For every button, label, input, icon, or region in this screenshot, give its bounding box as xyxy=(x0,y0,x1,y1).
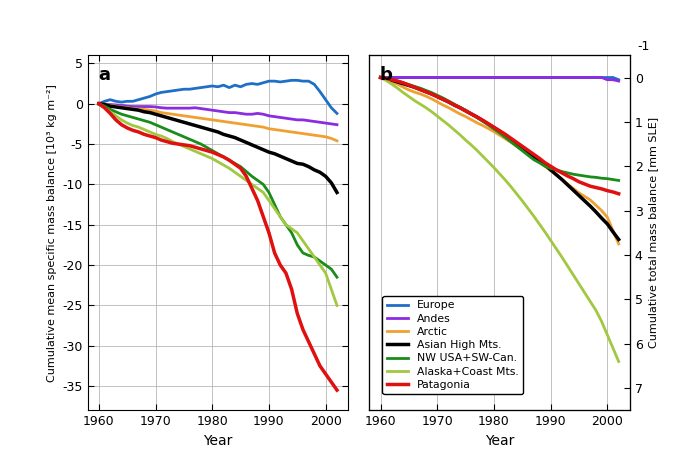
Y-axis label: Cumulative total mass balance [mm SLE]: Cumulative total mass balance [mm SLE] xyxy=(648,117,659,349)
X-axis label: Year: Year xyxy=(203,434,232,448)
Text: -1: -1 xyxy=(637,40,650,53)
Y-axis label: Cumulative mean specific mass balance [10³ kg m⁻²]: Cumulative mean specific mass balance [1… xyxy=(47,84,57,382)
Legend: Europe, Andes, Arctic, Asian High Mts., NW USA+SW-Can., Alaska+Coast Mts., Patag: Europe, Andes, Arctic, Asian High Mts., … xyxy=(382,296,523,394)
Text: a: a xyxy=(98,66,110,84)
X-axis label: Year: Year xyxy=(485,434,514,448)
Text: b: b xyxy=(379,66,393,84)
